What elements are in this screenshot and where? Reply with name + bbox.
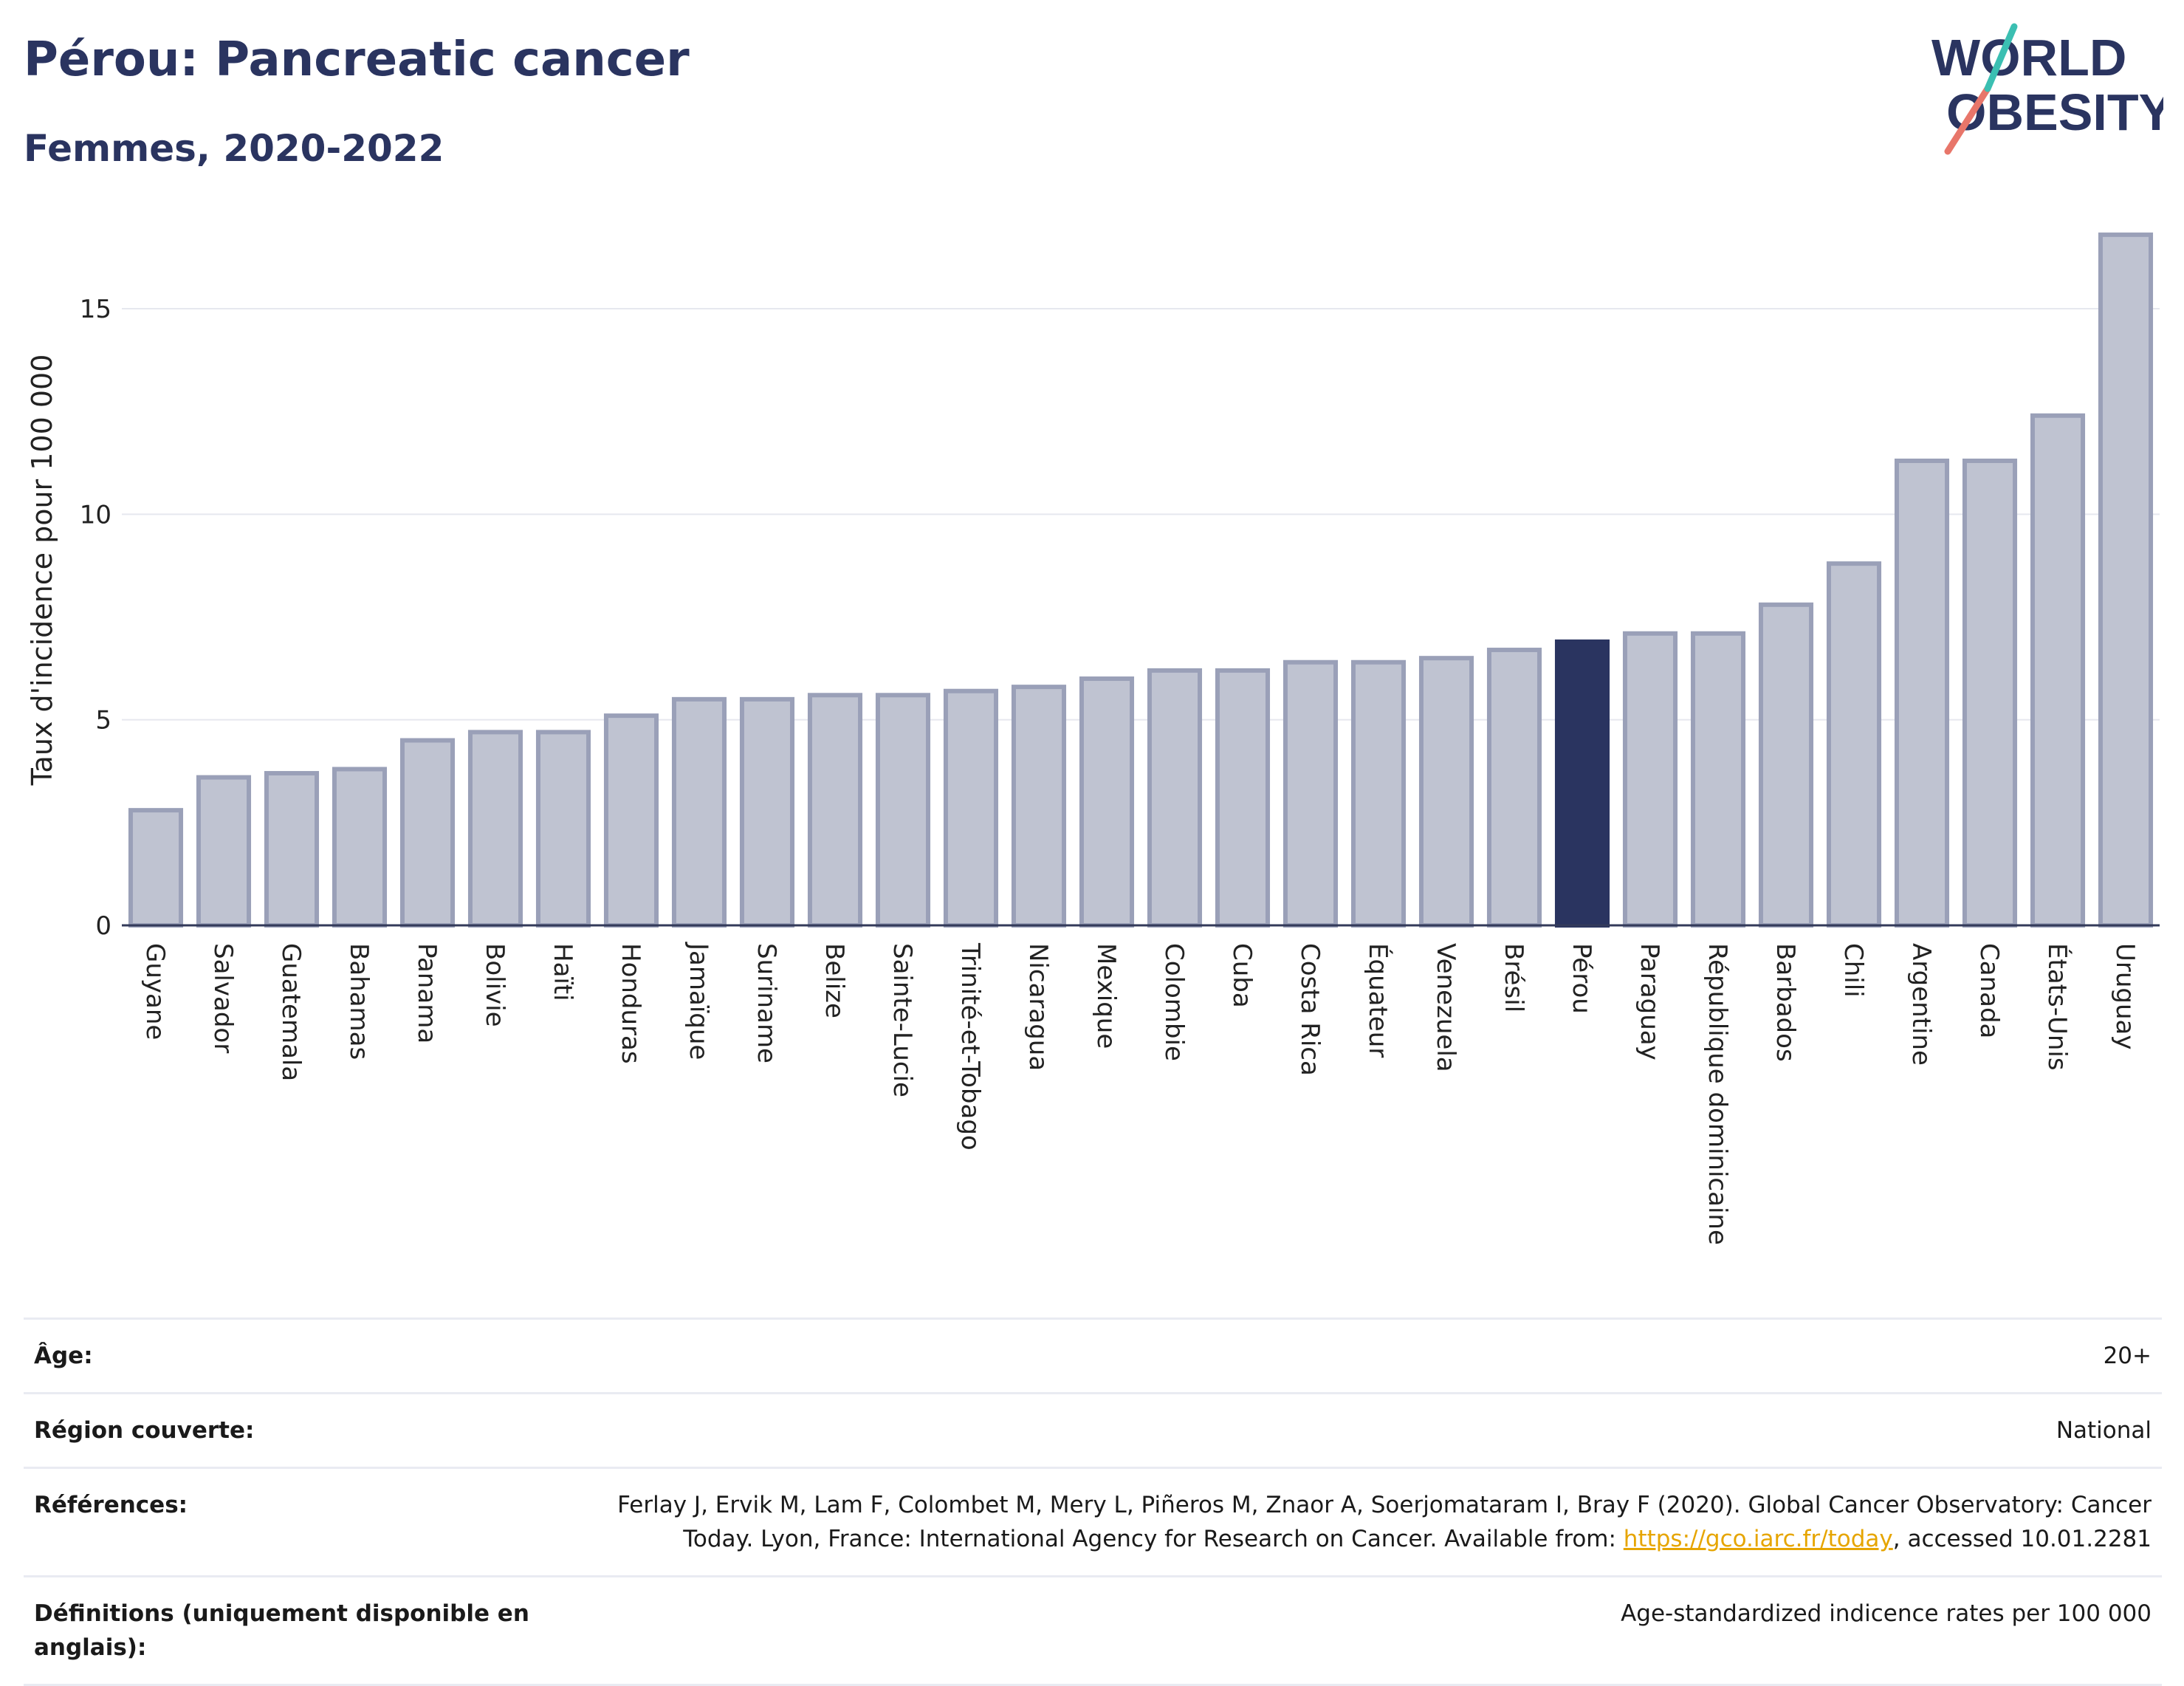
bar-18 xyxy=(1350,659,1407,928)
info-label-region: Région couverte: xyxy=(34,1417,255,1444)
x-tick-label: Salvador xyxy=(208,943,238,1053)
bar-10 xyxy=(807,693,863,928)
bar-20 xyxy=(1486,648,1542,928)
chart-subtitle: Femmes, 2020-2022 xyxy=(24,127,444,170)
bar-13 xyxy=(1011,685,1067,928)
x-tick-label: Mexique xyxy=(1091,943,1121,1049)
x-tick-label: Jamaïque xyxy=(684,942,713,1060)
bar-28 xyxy=(2030,413,2086,928)
bar-16 xyxy=(1215,668,1271,928)
x-tick-label: Trinité-et-Tobago xyxy=(955,942,985,1151)
bar-29 xyxy=(2098,232,2154,928)
info-label-references: Références: xyxy=(34,1492,188,1518)
y-tick-label: 5 xyxy=(95,706,111,736)
reference-accessed: , accessed 10.01.2281 xyxy=(1892,1526,2152,1552)
world-obesity-logo: WORLD OBESITY xyxy=(1931,23,2163,155)
y-axis-title: Taux d'incidence pour 100 000 xyxy=(26,354,58,787)
bar-3 xyxy=(332,767,388,928)
info-value-region: National xyxy=(2056,1417,2152,1444)
bar-9 xyxy=(739,696,795,928)
reference-text: Ferlay J, Ervik M, Lam F, Colombet M, Me… xyxy=(617,1492,2152,1552)
bar-4 xyxy=(399,738,456,928)
x-tick-label: Argentine xyxy=(1906,943,1936,1066)
bar-2 xyxy=(264,771,320,928)
x-tick-label: Uruguay xyxy=(2110,943,2140,1050)
chart-title: Pérou: Pancreatic cancer xyxy=(24,32,690,87)
x-tick-label: Sainte-Lucie xyxy=(887,943,917,1097)
info-value-age: 20+ xyxy=(2103,1343,2152,1369)
info-value-references: Ferlay J, Ervik M, Lam F, Colombet M, Me… xyxy=(564,1488,2152,1556)
x-tick-label: Panama xyxy=(412,943,442,1044)
x-tick-label: Pérou xyxy=(1567,943,1596,1014)
bar-6 xyxy=(535,730,591,928)
info-table: Âge: 20+ Région couverte: National Référ… xyxy=(24,1317,2162,1686)
x-tick-label: Costa Rica xyxy=(1295,943,1325,1076)
x-tick-label: Haïti xyxy=(548,943,577,1001)
x-tick-label: Barbados xyxy=(1771,943,1800,1062)
x-tick-label: Paraguay xyxy=(1635,943,1664,1060)
x-tick-label: Cuba xyxy=(1227,943,1257,1008)
logo-word-world: WORLD xyxy=(1931,29,2126,86)
y-tick-label: 10 xyxy=(80,500,111,530)
x-tick-label: Honduras xyxy=(616,943,645,1064)
info-row-references: Références: Ferlay J, Ervik M, Lam F, Co… xyxy=(24,1467,2162,1575)
x-tick-label: Suriname xyxy=(752,943,781,1063)
info-value-definitions: Age-standardized indicence rates per 100… xyxy=(1621,1600,2152,1627)
y-tick-label: 15 xyxy=(80,295,111,324)
x-tick-label: Canada xyxy=(1974,943,2004,1038)
x-tick-label: Colombie xyxy=(1159,943,1189,1061)
bar-17 xyxy=(1282,659,1339,928)
y-tick-label: 0 xyxy=(95,911,111,941)
logo-word-obesity: OBESITY xyxy=(1946,83,2163,141)
x-tick-label: États-Unis xyxy=(2042,943,2073,1071)
x-tick-label: Bahamas xyxy=(344,943,374,1060)
bar-24 xyxy=(1758,602,1814,928)
x-tick-label: République dominicaine xyxy=(1703,943,1732,1245)
x-tick-label: Guatemala xyxy=(276,943,306,1081)
bar-5 xyxy=(467,730,523,928)
info-row-region: Région couverte: National xyxy=(24,1392,2162,1467)
bar-15 xyxy=(1147,668,1203,928)
bar-14 xyxy=(1079,676,1135,928)
bar-12 xyxy=(943,688,999,928)
bar-25 xyxy=(1826,561,1882,928)
bar-1 xyxy=(196,775,252,928)
info-row-age: Âge: 20+ xyxy=(24,1317,2162,1392)
bar-23 xyxy=(1690,631,1746,928)
bar-22 xyxy=(1622,631,1678,928)
x-tick-label: Belize xyxy=(820,943,849,1018)
info-label-definitions: Définitions (uniquement disponible en an… xyxy=(34,1600,529,1661)
bar-0 xyxy=(128,808,184,928)
bar-26 xyxy=(1894,458,1950,928)
info-row-definitions: Définitions (uniquement disponible en an… xyxy=(24,1575,2162,1686)
reference-link[interactable]: https://gco.iarc.fr/today xyxy=(1623,1526,1893,1552)
info-label-age: Âge: xyxy=(34,1343,93,1369)
x-tick-label: Brésil xyxy=(1499,943,1528,1012)
x-tick-label: Guyane xyxy=(140,943,170,1040)
x-tick-label: Bolivie xyxy=(480,943,509,1027)
x-tick-label: Venezuela xyxy=(1431,943,1460,1072)
bar-21 xyxy=(1554,639,1610,928)
bar-11 xyxy=(875,693,931,928)
bar-8 xyxy=(671,696,727,928)
bar-27 xyxy=(1962,458,2018,928)
bar-19 xyxy=(1418,656,1474,928)
bar-7 xyxy=(603,713,659,928)
x-tick-label: Équateur xyxy=(1363,943,1393,1058)
x-tick-label: Chili xyxy=(1838,943,1868,998)
x-tick-label: Nicaragua xyxy=(1023,943,1053,1071)
bar-chart: 0 5 10 15 Taux d'incidence pour 100 000 Guyan… xyxy=(26,232,2160,1245)
